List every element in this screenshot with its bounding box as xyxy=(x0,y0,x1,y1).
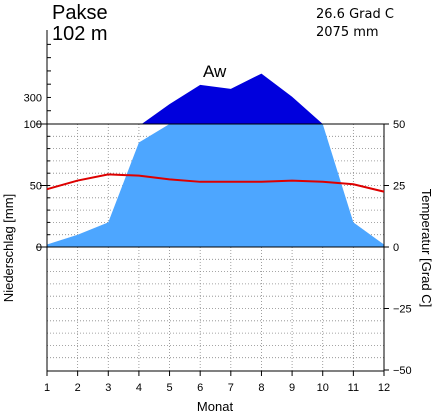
month-label: 11 xyxy=(348,382,359,394)
month-label: 2 xyxy=(75,382,81,394)
month-label: 6 xyxy=(197,382,203,394)
precip-tick-label: 50 xyxy=(30,181,42,193)
month-label: 1 xyxy=(44,382,50,394)
month-label: 10 xyxy=(317,382,329,394)
month-label: 9 xyxy=(289,382,295,394)
station-name: Pakse xyxy=(52,2,108,24)
y-axis-title-left: Niederschlag [mm] xyxy=(1,194,16,302)
temp-tick-label: −25 xyxy=(393,304,412,316)
month-label: 3 xyxy=(105,382,111,394)
temp-tick-label: 0 xyxy=(393,242,399,254)
annual-mean-temperature: 26.6 Grad C xyxy=(316,7,394,22)
temp-tick-label: −50 xyxy=(393,365,412,377)
temperature-series xyxy=(46,173,385,193)
temp-tick-label: 50 xyxy=(393,119,405,131)
precip-tick-label: 300 xyxy=(24,92,42,104)
axes xyxy=(36,30,389,376)
month-label: 12 xyxy=(378,382,390,394)
y-axis-title-right: Temperatur [Grad C] xyxy=(419,189,434,308)
precipitation-area xyxy=(47,73,384,247)
annual-precipitation: 2075 mm xyxy=(316,25,379,40)
x-axis-title: Monat xyxy=(197,399,234,414)
month-label: 4 xyxy=(136,382,142,394)
month-label: 5 xyxy=(166,382,172,394)
precipitation-excess-fill xyxy=(141,73,323,124)
precipitation-fill xyxy=(47,124,384,247)
station-elevation: 102 m xyxy=(52,23,108,45)
precip-tick-label: 0 xyxy=(36,242,42,254)
month-label: 7 xyxy=(228,382,234,394)
month-label: 8 xyxy=(258,382,264,394)
climate-class-label: Aw xyxy=(203,62,227,81)
precip-tick-label: 100 xyxy=(24,119,42,131)
temperature-line xyxy=(46,173,385,193)
temp-tick-label: 25 xyxy=(393,181,405,193)
